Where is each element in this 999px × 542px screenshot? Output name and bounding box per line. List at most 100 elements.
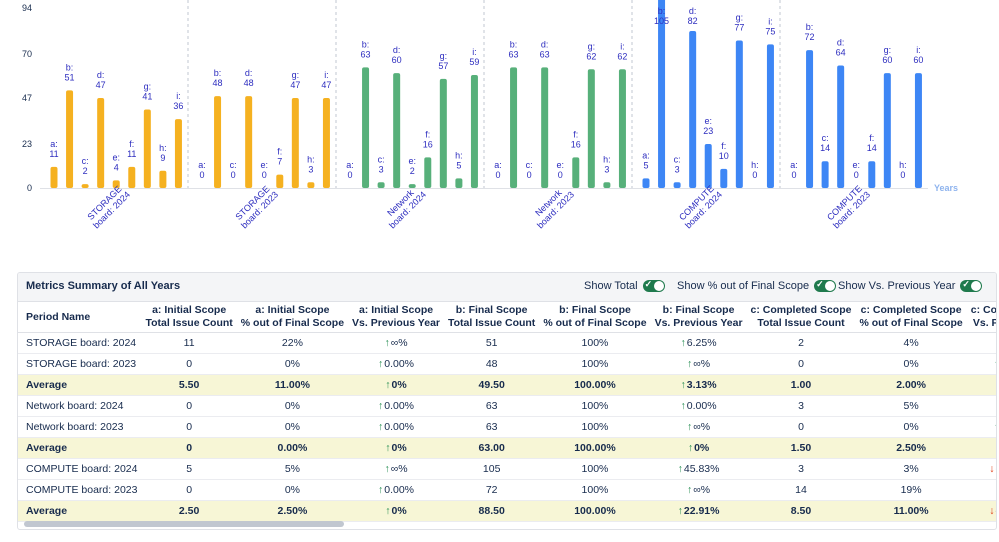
arrow-up-icon: ↑ bbox=[994, 421, 996, 433]
bar-e bbox=[704, 143, 712, 188]
bar-key-label: d: bbox=[97, 70, 105, 80]
bar-key-label: e: bbox=[852, 160, 860, 170]
column-header-line1: a: Initial Scope bbox=[255, 304, 330, 316]
bar-value-label: 72 bbox=[805, 32, 815, 42]
bar-key-label: a: bbox=[198, 160, 206, 170]
bar-key-label: b: bbox=[362, 39, 370, 49]
bar-key-label: c: bbox=[230, 160, 237, 170]
bar-key-label: b: bbox=[658, 6, 666, 16]
table-cell: 0 bbox=[141, 479, 237, 501]
bar-i bbox=[322, 98, 330, 188]
table-cell: 100% bbox=[539, 395, 651, 417]
delta-value: ∞% bbox=[693, 484, 711, 496]
column-header-line2: % out of Final Scope bbox=[859, 317, 963, 329]
table-cell: ↑∞% bbox=[348, 332, 444, 354]
bar-g bbox=[143, 109, 151, 188]
bar-value-label: 5 bbox=[456, 160, 461, 170]
table-cell: 8.50 bbox=[746, 500, 856, 522]
bar-value-label: 9 bbox=[160, 153, 165, 163]
column-header-line1: b: Final Scope bbox=[662, 304, 735, 316]
bar-f bbox=[276, 174, 284, 188]
delta-value: 0.00% bbox=[384, 358, 415, 370]
show-vs-previous-label: Show Vs. Previous Year bbox=[838, 280, 956, 292]
bar-b bbox=[806, 50, 814, 188]
bar-value-label: 48 bbox=[244, 78, 254, 88]
table-cell: STORAGE board: 2024 bbox=[18, 332, 142, 354]
bar-value-label: 5 bbox=[643, 160, 648, 170]
bar-i bbox=[174, 119, 182, 188]
bar-value-label: 63 bbox=[509, 49, 519, 59]
bar-key-label: g: bbox=[588, 41, 596, 51]
delta-value: -39.28% bbox=[995, 505, 996, 517]
group-label: Networkboard: 2024 bbox=[380, 182, 428, 230]
table-cell: COMPUTE board: 2023 bbox=[18, 479, 142, 501]
arrow-up-icon: ↑ bbox=[680, 400, 686, 412]
bar-g bbox=[291, 98, 299, 188]
column-header: c: Completed ScVs. Previous Ye bbox=[966, 302, 996, 333]
table-cell: ↑0.00% bbox=[348, 479, 444, 501]
bar-a bbox=[642, 178, 650, 188]
arrow-up-icon: ↑ bbox=[385, 379, 391, 391]
table-cell: 5% bbox=[855, 395, 967, 417]
table-cell: ↑∞% bbox=[650, 416, 747, 438]
bar-i bbox=[470, 75, 478, 188]
show-total-toggle[interactable]: ✓ bbox=[642, 279, 665, 292]
bar-value-label: 3 bbox=[379, 164, 384, 174]
delta-value: 0% bbox=[391, 379, 407, 391]
bar-key-label: h: bbox=[159, 143, 167, 153]
table-cell: 0% bbox=[236, 479, 349, 501]
show-percent-label: Show % out of Final Scope bbox=[677, 280, 810, 292]
arrow-up-icon: ↑ bbox=[687, 442, 694, 454]
y-tick-label: 94 bbox=[22, 3, 32, 13]
table-cell: ↑0.00% bbox=[966, 353, 996, 375]
arrow-up-icon: ↑ bbox=[994, 358, 996, 370]
bar-key-label: f: bbox=[869, 133, 874, 143]
show-percent-toggle[interactable]: ✓ bbox=[814, 279, 837, 292]
arrow-up-icon: ↑ bbox=[687, 358, 693, 370]
bar-key-label: f: bbox=[721, 141, 726, 151]
column-header-line1: b: Final Scope bbox=[455, 304, 528, 316]
horizontal-scrollbar[interactable] bbox=[24, 521, 344, 527]
table-cell: 0 bbox=[746, 416, 856, 438]
table-cell: 48 bbox=[444, 353, 540, 375]
table-cell: 0 bbox=[141, 416, 237, 438]
check-icon: ✓ bbox=[816, 279, 824, 289]
table-cell: Average bbox=[18, 437, 142, 459]
bar-key-label: a: bbox=[50, 139, 58, 149]
arrow-up-icon: ↑ bbox=[677, 463, 683, 475]
bar-value-label: 64 bbox=[836, 47, 846, 57]
table-cell: 2.50 bbox=[141, 500, 237, 522]
check-icon: ✓ bbox=[962, 279, 970, 289]
column-header-line2: Total Issue Count bbox=[145, 317, 233, 329]
bar-key-label: e: bbox=[704, 116, 712, 126]
table-cell: 14 bbox=[746, 479, 856, 501]
table-cell: 100.00% bbox=[539, 437, 651, 459]
table-cell: 100% bbox=[539, 353, 651, 375]
column-header: Period Name bbox=[18, 302, 142, 333]
delta-value: -78.57% bbox=[995, 463, 996, 475]
table-cell: ↑0% bbox=[348, 437, 444, 459]
table-cell: 51 bbox=[444, 332, 540, 354]
table-cell: ↑0.00% bbox=[348, 395, 444, 417]
column-header: a: Initial Scope Total Issue Count bbox=[141, 302, 237, 333]
column-header-line2: Vs. Previous Year bbox=[352, 317, 440, 329]
column-header: a: Initial Scope% out of Final Scope bbox=[236, 302, 349, 333]
bar-key-label: g: bbox=[440, 51, 448, 61]
table-cell: 72 bbox=[444, 479, 540, 501]
table-cell: 0% bbox=[855, 353, 967, 375]
arrow-up-icon: ↑ bbox=[378, 484, 384, 496]
bar-value-label: 14 bbox=[867, 143, 877, 153]
bar-key-label: a: bbox=[790, 160, 798, 170]
column-header: b: Final Scope Total Issue Count bbox=[444, 302, 540, 333]
y-tick-label: 0 bbox=[27, 183, 32, 193]
column-header-line2: Total Issue Count bbox=[757, 317, 845, 329]
bar-d bbox=[97, 98, 105, 188]
delta-value: 0.00% bbox=[384, 400, 415, 412]
arrow-down-icon: ↓ bbox=[989, 505, 995, 517]
table-cell: 4% bbox=[855, 332, 967, 354]
bar-value-label: 0 bbox=[527, 170, 532, 180]
y-tick-label: 47 bbox=[22, 93, 32, 103]
show-vs-previous-toggle[interactable]: ✓ bbox=[960, 279, 983, 292]
arrow-up-icon: ↑ bbox=[687, 421, 693, 433]
bar-value-label: 2 bbox=[83, 166, 88, 176]
